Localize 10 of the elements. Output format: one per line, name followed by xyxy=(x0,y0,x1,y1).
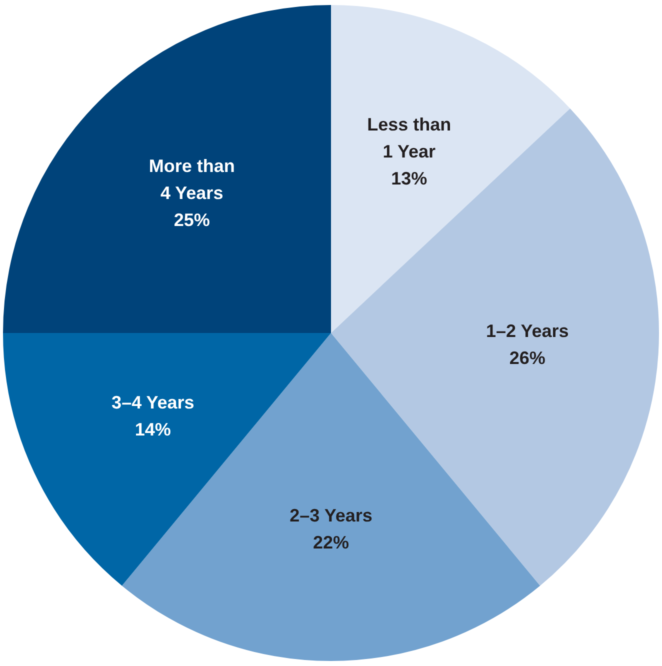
data-label: 13% xyxy=(391,168,428,188)
data-label: 22% xyxy=(312,532,350,552)
data-label: 26% xyxy=(509,348,546,368)
data-label: 25% xyxy=(174,210,210,230)
slice-label: 1–2 Years xyxy=(486,320,569,341)
slice-label: More than 4 Years xyxy=(148,156,235,203)
data-label: 14% xyxy=(134,419,171,440)
slice-label: 3–4 Years xyxy=(112,392,194,412)
slice-label: Less than 1 Year xyxy=(367,114,452,162)
slice-label: 2–3 Years xyxy=(290,505,372,526)
